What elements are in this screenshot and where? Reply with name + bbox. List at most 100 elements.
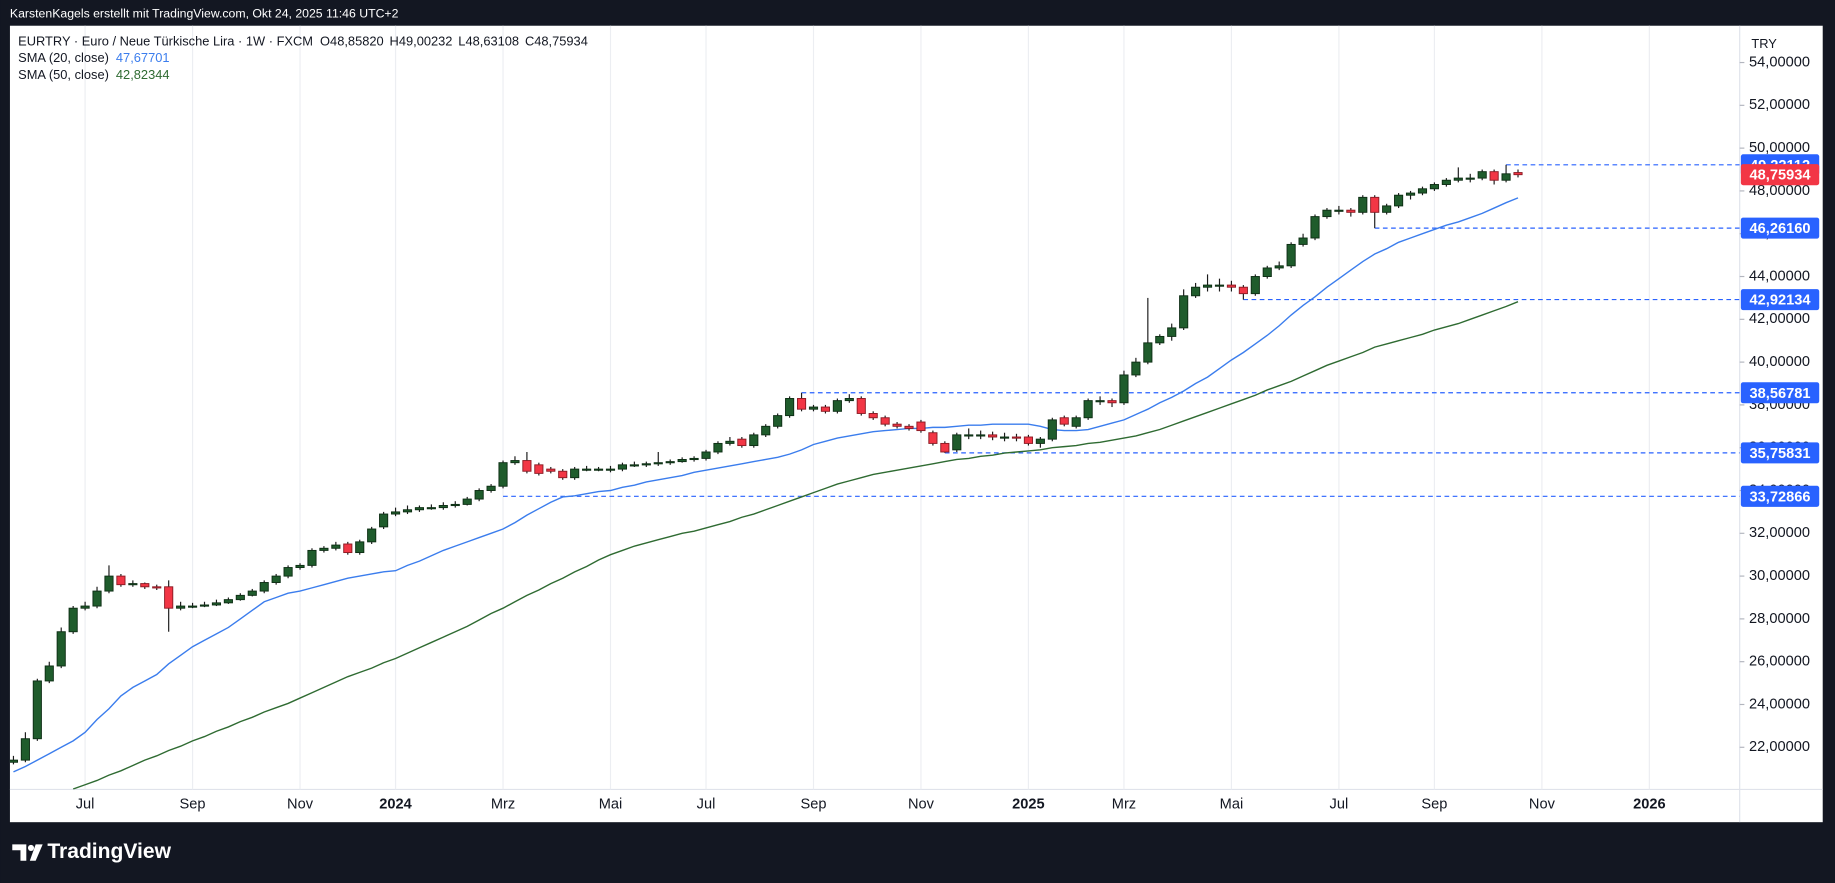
candle-body (319, 547, 329, 551)
x-tick-label: Mrz (491, 797, 515, 813)
candle-body (749, 434, 759, 447)
x-tick-label: Jul (1330, 797, 1349, 813)
candle-body (92, 590, 102, 607)
candle-body (1011, 436, 1022, 439)
x-tick-label: Sep (800, 797, 826, 813)
candle-body (1429, 184, 1439, 190)
candle-body (1250, 276, 1260, 295)
brand-logo (12, 844, 43, 861)
candle-body (1489, 171, 1499, 181)
candle-body (1107, 400, 1117, 404)
candle-body (1286, 243, 1296, 267)
candle-body (307, 549, 317, 566)
level-box (1740, 289, 1820, 311)
y-tick-label: 40,00000 (1749, 354, 1810, 370)
candle-body (522, 460, 532, 472)
x-tick-label: 2025 (1012, 797, 1045, 813)
candle-body (1298, 237, 1308, 245)
level-box (1740, 442, 1820, 464)
x-tick-label: Mrz (1112, 797, 1136, 813)
candle-body (379, 513, 389, 528)
legend-name: SMA (20, close) (18, 50, 109, 65)
candle-body (1370, 196, 1380, 213)
legend-value: 42,82344 (116, 67, 170, 82)
candle-body (1453, 177, 1463, 181)
y-tick-label: 28,00000 (1749, 611, 1810, 627)
candle-body (1143, 342, 1153, 363)
candle-body (247, 590, 257, 596)
logo-mark (12, 844, 27, 861)
candle-body (904, 425, 914, 429)
candle-body (1262, 267, 1272, 277)
candle-body (713, 442, 723, 453)
candle-body (1226, 284, 1236, 288)
y-tick-label: 54,00000 (1749, 54, 1810, 70)
candle-body (152, 586, 162, 589)
axes: Jul Sep Nov 2024 Mrz Mai Jul Sep Nov 2025 Mrz Mai Ju… (76, 54, 1820, 813)
candle-body (868, 413, 878, 419)
candle-body (20, 738, 30, 761)
y-tick-label: 26,00000 (1749, 654, 1810, 670)
level-label: 42,92134 (1750, 293, 1812, 309)
candle-body (1358, 196, 1368, 213)
candle-body (689, 457, 699, 461)
y-tick-label: 48,00000 (1749, 183, 1810, 199)
candle-body (1465, 177, 1475, 180)
candle-body (796, 398, 807, 410)
x-tick-label: Jul (76, 797, 95, 813)
candle-body (1179, 295, 1189, 329)
candle-body (1513, 172, 1523, 176)
x-tick-label: Jul (697, 797, 716, 813)
chart-area (9, 25, 1823, 823)
candle-body (390, 511, 401, 515)
sma-line (72, 301, 1519, 790)
level-box (1740, 217, 1820, 239)
candle-body (199, 604, 210, 607)
candle-body (486, 485, 496, 491)
candle-body (1310, 216, 1320, 239)
candle-body (56, 631, 66, 667)
candle-body (1394, 194, 1404, 207)
candle-body (462, 498, 472, 505)
credit: KarstenKagels erstellt mit TradingView.c… (10, 6, 399, 20)
y-tick-label: 42,00000 (1749, 311, 1810, 327)
y-tick-label: 22,00000 (1749, 739, 1810, 755)
ohlc-value: C48,75934 (525, 33, 588, 48)
candle-body (1477, 171, 1487, 179)
x-tick-label: Sep (1421, 797, 1447, 813)
candle-body (283, 567, 293, 577)
candle-body (32, 680, 42, 740)
candle-body (474, 490, 484, 500)
candle-body (1035, 438, 1045, 444)
candle-body (605, 468, 616, 471)
candle-body (1131, 361, 1141, 376)
x-tick-label: Nov (287, 797, 314, 813)
y-tick-label: 24,00000 (1749, 696, 1810, 712)
ohlc-value: H49,00232 (390, 33, 453, 48)
candle-body (510, 460, 520, 464)
y-tick-label: 32,00000 (1749, 525, 1810, 541)
candle-body (1191, 286, 1201, 297)
candle-body (916, 421, 926, 432)
candle-body (1322, 209, 1332, 218)
candle-body (235, 594, 245, 601)
price-label: 48,75934 (1750, 168, 1812, 184)
candle-body (9, 759, 19, 763)
level-label: 38,56781 (1750, 386, 1811, 402)
candle-body (964, 434, 974, 437)
candle-body (176, 605, 186, 609)
candle-body (988, 434, 998, 438)
candle-body (1071, 417, 1081, 427)
currency: TRY (1751, 36, 1777, 51)
candle-body (593, 468, 604, 471)
candle-body (295, 564, 305, 569)
candle-body (677, 459, 687, 463)
candle-body (116, 575, 126, 586)
candle-body (856, 398, 866, 414)
symbol-title: EURTRY · Euro / Neue Türkische Lira · 1W… (18, 33, 313, 48)
candle-body (140, 583, 150, 588)
candle-body (558, 470, 568, 479)
candle-body (952, 434, 962, 451)
